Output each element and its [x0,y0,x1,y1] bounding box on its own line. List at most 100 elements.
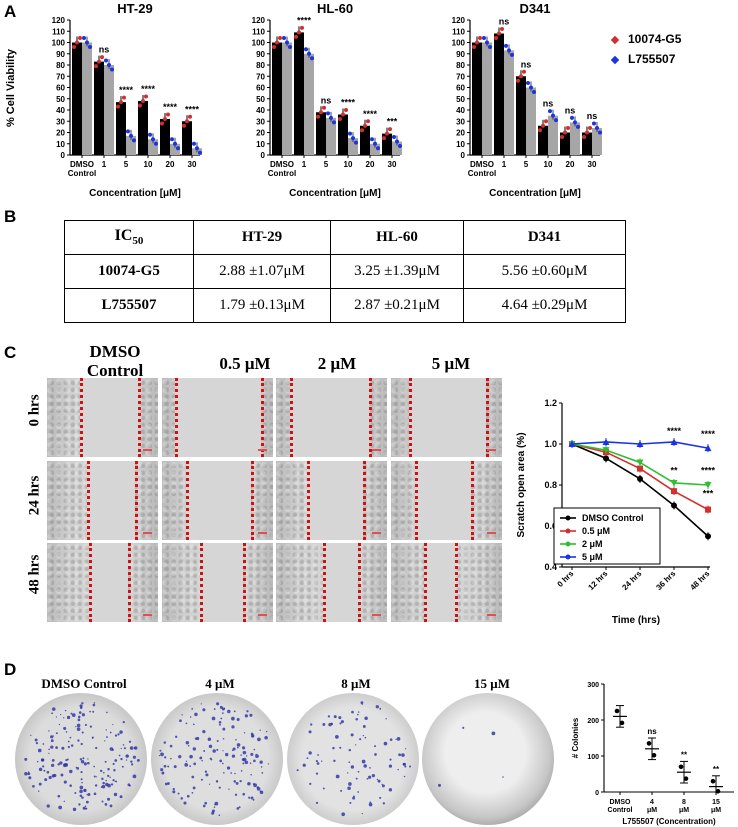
colony-dot [38,782,42,786]
scratch-edge-line [175,378,179,457]
scratch-edge-line [243,543,247,622]
colony-dot [235,781,239,785]
colony-dot [236,743,241,747]
scratch-edge-line [250,461,254,540]
scratch-edge-line [186,461,190,540]
condition-label-2um: 2 μM [317,354,357,373]
colony-dot [63,726,67,730]
colony-dot [132,774,137,779]
bar-10074-g5 [272,42,282,155]
table-cell: 1.79 ±0.13μM [193,288,331,323]
data-point-10074-g5 [388,127,392,132]
y-tick-label: 100 [52,39,66,48]
colony-dot [106,711,108,714]
colony-dot [244,760,249,765]
colony-dot [333,759,336,763]
data-point [683,776,689,781]
data-point-l755507 [285,40,289,45]
colony-dot [67,745,70,749]
colony-dot [374,745,377,748]
colony-dot [78,711,82,714]
colony-dot [120,757,123,761]
bar-10074-g5 [138,101,148,155]
table-row: 10074-G5 2.88 ±1.07μM 3.25 ±1.39μM 5.56 … [64,254,626,289]
colony-dot [178,755,182,759]
data-point-10074-g5 [316,114,320,119]
data-point-10074-g5 [500,27,504,31]
colony-dot [340,789,343,792]
scratch-micrograph [391,378,502,457]
colony-dot [191,791,194,794]
colony-dot [122,744,125,746]
colony-dot [389,738,393,742]
bar-l755507 [548,115,558,155]
colony-dot [105,729,107,731]
colony-dot [249,762,252,764]
bar-10074-g5 [538,125,548,155]
scratch-edge-line [424,543,428,622]
significance-label: ns [543,99,554,109]
legend-marker [565,528,571,534]
header-ic50: IC50 [64,220,194,255]
chart-title: HT-29 [117,1,152,16]
scratch-edge-line [362,461,366,540]
colony-dot [170,757,172,760]
colony-dot [211,716,216,721]
colony-dot [222,727,226,731]
significance-label: **** [701,466,716,476]
data-point-l755507 [488,45,492,49]
colony-dot [61,746,65,750]
colony-dot [101,777,104,781]
colony-dot [362,734,365,737]
colony-dot [396,736,401,741]
data-point [637,465,643,472]
data-point-10074-g5 [182,123,186,128]
colony-dot [84,723,87,727]
panel-letter-d: D [4,660,17,679]
colony-dot [51,774,56,778]
colony-dot [105,782,109,787]
colony-dot [383,741,388,746]
colony-dot [77,739,80,742]
colony-dot [355,777,358,780]
colony-dish-4um [151,693,283,825]
colony-dot [379,707,382,710]
dish-label-dmso: DMSO Control [41,676,127,691]
colony-dot [184,763,189,767]
colony-dot [105,779,107,782]
y-tick-label: 120 [252,16,266,25]
colony-dot [315,760,318,763]
bar-l755507 [82,42,92,155]
data-point-10074-g5 [497,31,501,36]
colony-dot [123,747,126,750]
data-point-10074-g5 [522,69,526,74]
colony-dot [69,769,73,774]
colony-dot [364,716,368,720]
colony-dot [236,807,240,810]
colony-dot [112,762,115,766]
colony-dish-dmso [15,693,147,825]
data-point-10074-g5 [122,95,126,100]
data-point-10074-g5 [566,126,570,130]
colony-dot [94,784,98,787]
data-point [704,444,712,452]
bar-l755507 [104,65,114,155]
scratch-gap [424,543,456,622]
scale-bar [143,532,152,534]
data-point-l755507 [576,124,580,129]
colony-dot [136,758,140,762]
colony-dot [75,725,77,728]
colony-dot [253,783,258,788]
colony-dot [55,746,58,749]
colony-dot [194,712,198,717]
data-point [705,533,711,540]
data-point-l755507 [104,58,108,63]
x-tick-label: 30 [588,160,597,169]
data-point-l755507 [392,135,396,139]
colony-dot [357,713,359,716]
bar-l755507 [282,42,292,155]
data-point-l755507 [310,56,314,61]
data-point-10074-g5 [344,108,348,112]
x-axis-label: Concentration [μM] [289,188,381,199]
significance-label: ns [321,95,332,105]
